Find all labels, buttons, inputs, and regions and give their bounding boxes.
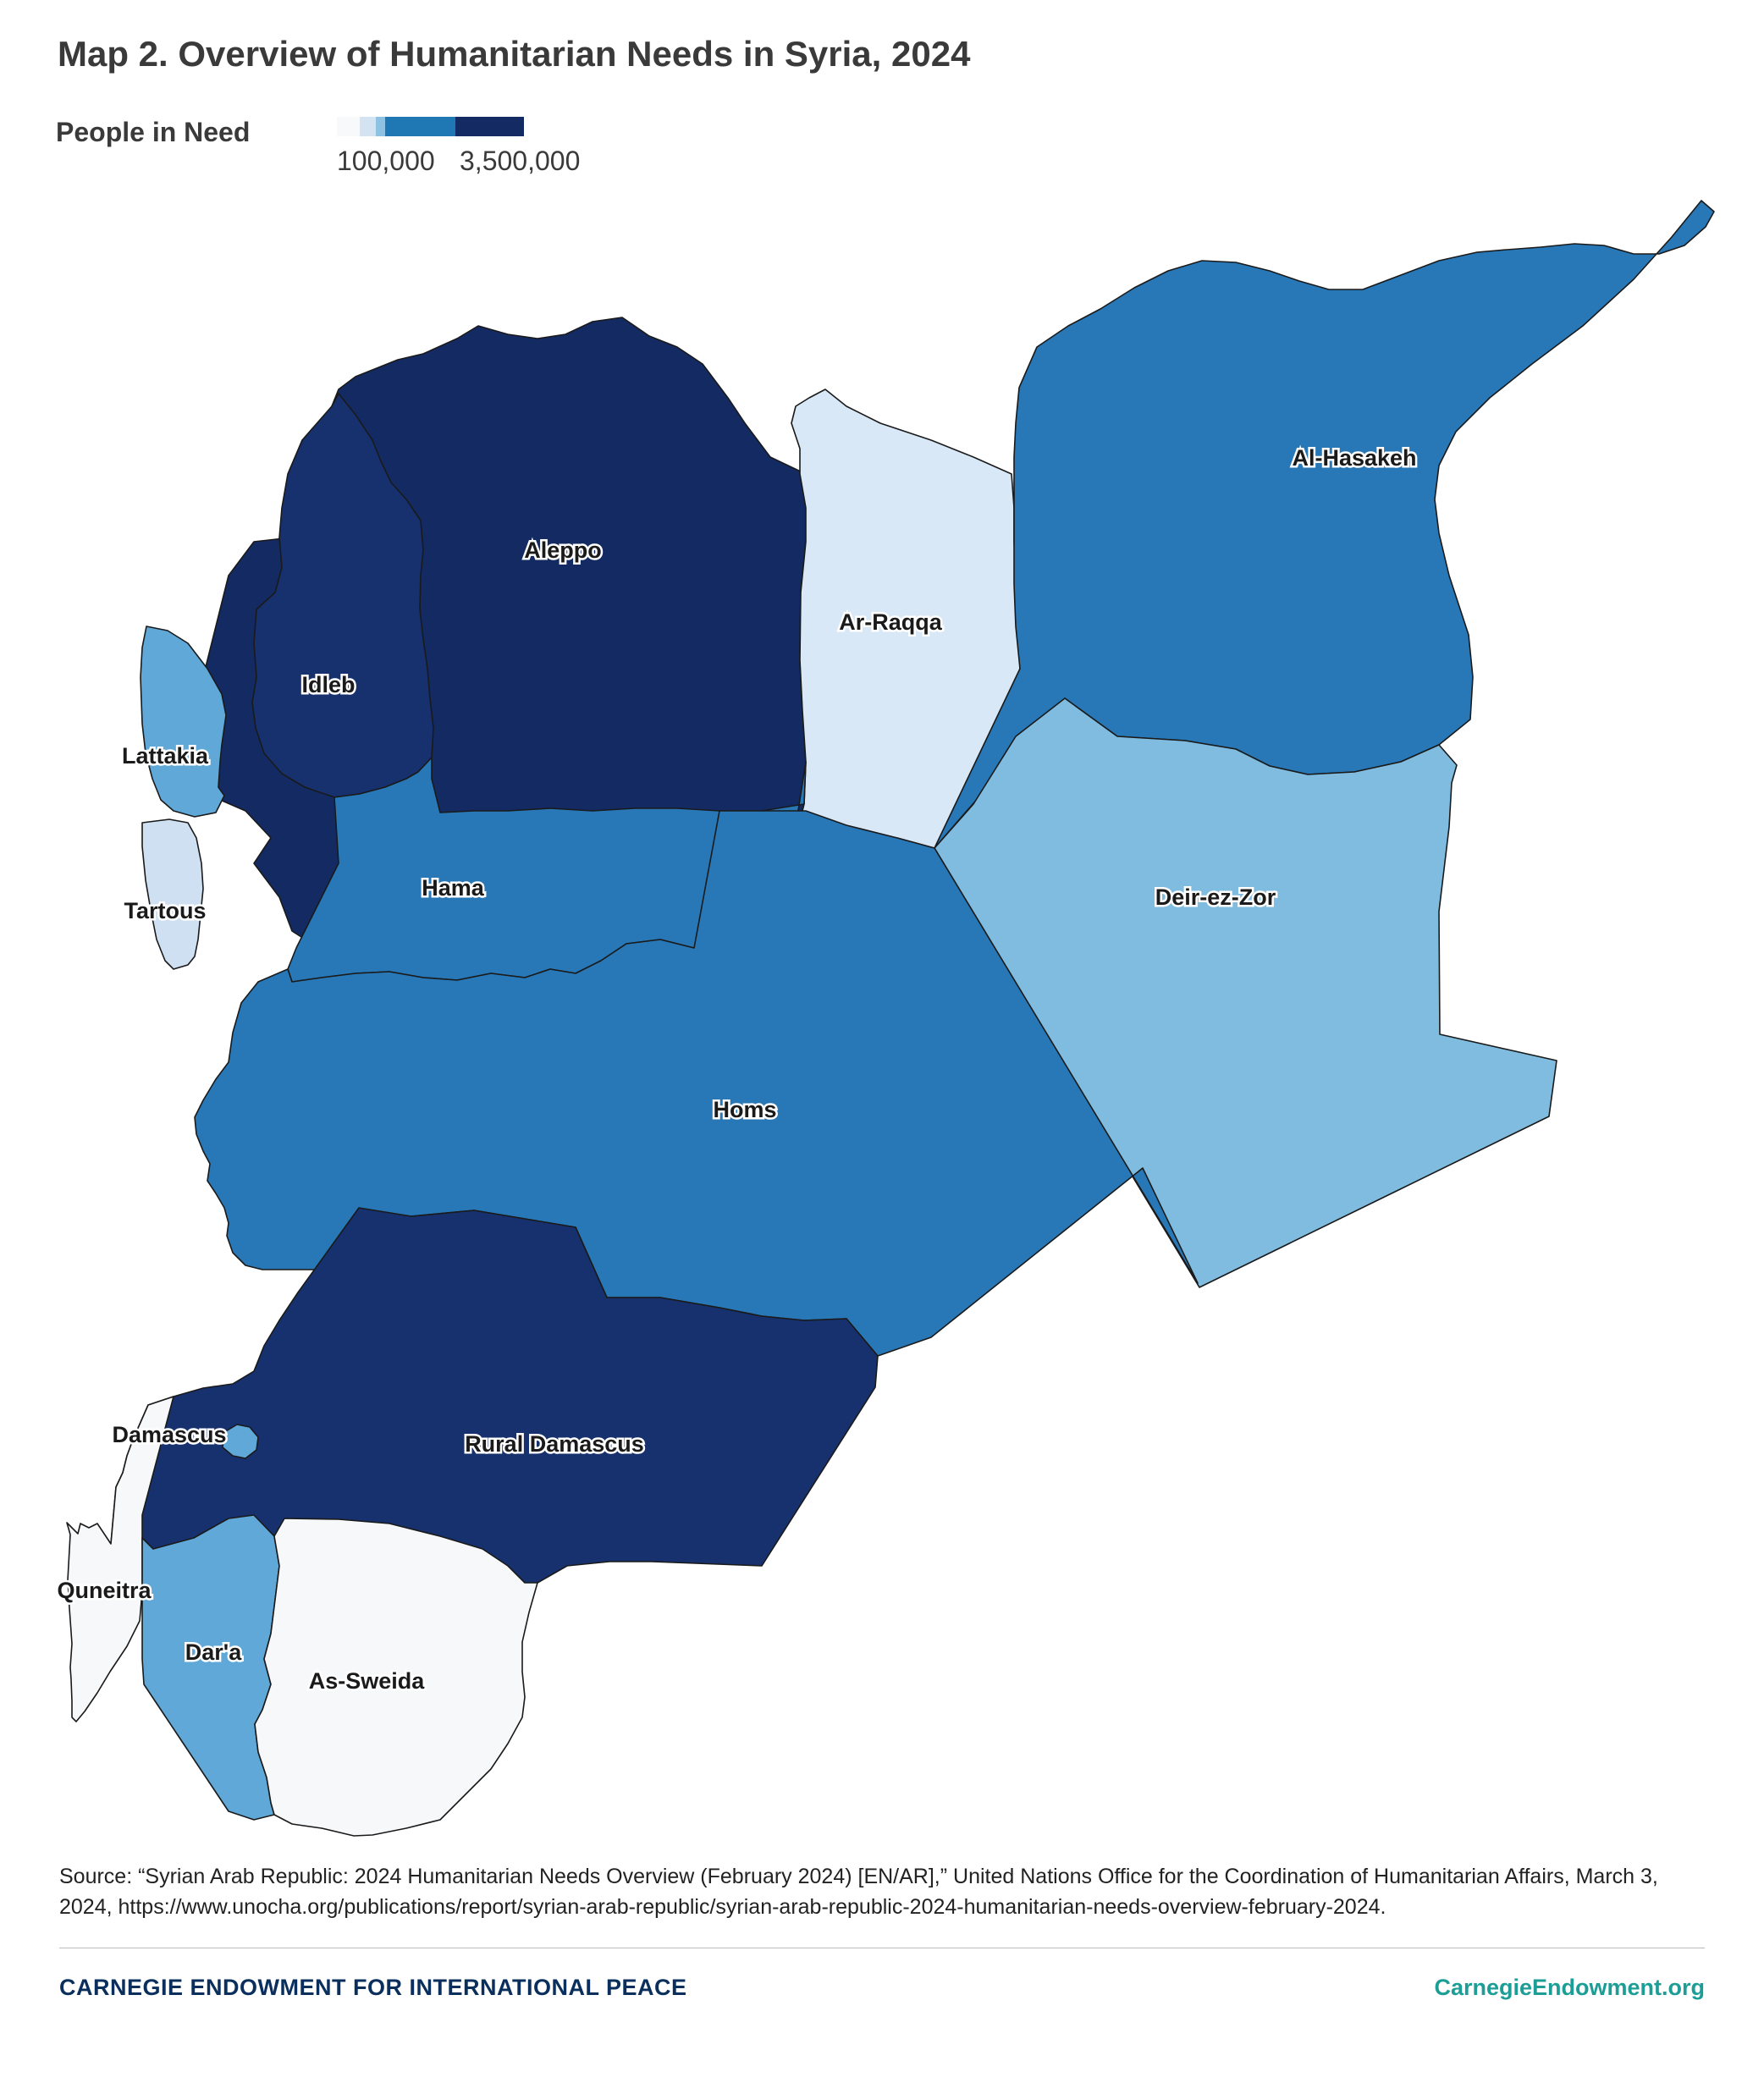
svg-text:Aleppo: Aleppo bbox=[524, 537, 602, 563]
svg-text:Rural Damascus: Rural Damascus bbox=[465, 1431, 644, 1457]
svg-text:Hama: Hama bbox=[422, 875, 485, 901]
svg-text:Damascus: Damascus bbox=[112, 1422, 226, 1447]
svg-text:Tartous: Tartous bbox=[124, 898, 206, 923]
svg-text:Idleb: Idleb bbox=[301, 672, 355, 697]
svg-text:Dar'a: Dar'a bbox=[185, 1639, 242, 1665]
svg-text:Ar-Raqqa: Ar-Raqqa bbox=[839, 609, 942, 635]
svg-text:Quneitra: Quneitra bbox=[57, 1578, 152, 1603]
svg-text:Homs: Homs bbox=[713, 1097, 776, 1122]
svg-text:As-Sweida: As-Sweida bbox=[309, 1668, 426, 1694]
svg-text:Al-Hasakeh: Al-Hasakeh bbox=[1292, 445, 1416, 471]
svg-text:Deir-ez-Zor: Deir-ez-Zor bbox=[1155, 884, 1276, 910]
svg-text:Lattakia: Lattakia bbox=[122, 743, 209, 769]
